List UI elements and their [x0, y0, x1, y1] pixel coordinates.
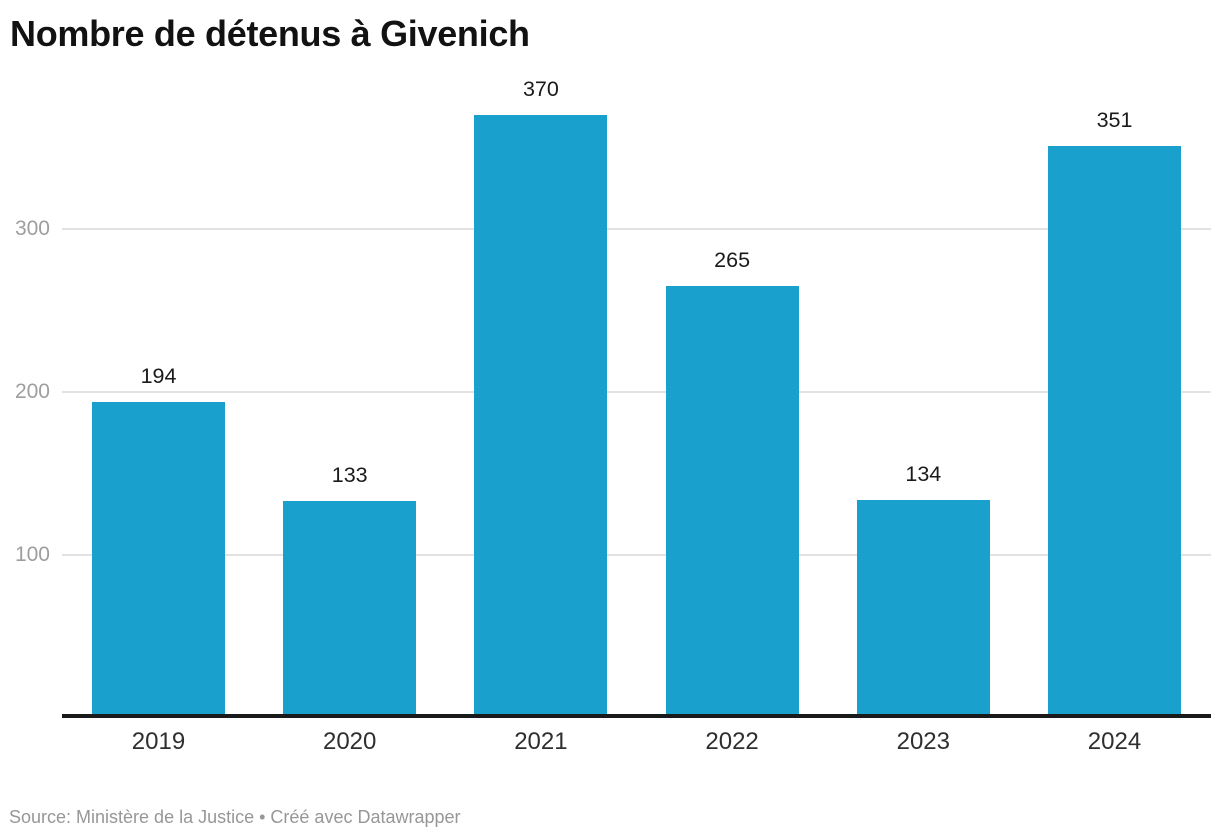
bar-2022 [665, 286, 799, 718]
source-note: Source: Ministère de la Justice • Créé a… [9, 807, 461, 827]
x-tick-label: 2023 [896, 728, 950, 755]
bar-2023 [856, 499, 990, 718]
x-tick-label: 2019 [131, 728, 186, 755]
x-tick-label: 2020 [322, 728, 377, 755]
y-tick-label: 300 [14, 217, 50, 240]
x-tick-label: 2021 [514, 728, 568, 755]
y-tick-label: 100 [14, 543, 50, 566]
bar-value-label: 265 [714, 248, 751, 273]
bar-value-label: 133 [331, 463, 368, 488]
bar-2024 [1048, 145, 1181, 718]
bar-value-label: 194 [140, 363, 177, 388]
gridline [62, 228, 1211, 230]
x-tick-label: 2024 [1087, 728, 1142, 755]
bar-value-label: 134 [905, 461, 942, 486]
bar-value-label: 370 [522, 76, 559, 101]
bar-value-label: 351 [1096, 107, 1133, 132]
gridline [62, 391, 1211, 393]
x-tick-label: 2022 [705, 728, 759, 755]
y-tick-label: 200 [14, 380, 50, 403]
chart-title: Nombre de détenus à Givenich [10, 13, 530, 54]
bar-2021 [474, 114, 608, 718]
bar-2019 [92, 401, 225, 718]
bar-2020 [283, 501, 417, 718]
gridline [62, 554, 1211, 556]
x-axis-line [62, 714, 1211, 718]
